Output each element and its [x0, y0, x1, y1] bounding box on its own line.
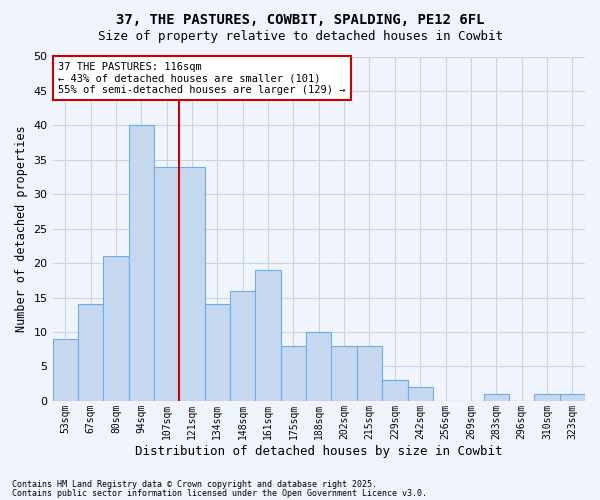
Bar [382, 380, 407, 401]
Y-axis label: Number of detached properties: Number of detached properties [15, 126, 28, 332]
Bar [281, 346, 306, 401]
Bar [560, 394, 585, 401]
Bar [357, 346, 382, 401]
Text: Contains HM Land Registry data © Crown copyright and database right 2025.: Contains HM Land Registry data © Crown c… [12, 480, 377, 489]
Text: Contains public sector information licensed under the Open Government Licence v3: Contains public sector information licen… [12, 488, 427, 498]
Bar [230, 290, 256, 401]
Bar [53, 339, 78, 401]
Bar [179, 166, 205, 401]
Bar [256, 270, 281, 401]
Bar [407, 387, 433, 401]
X-axis label: Distribution of detached houses by size in Cowbit: Distribution of detached houses by size … [135, 444, 503, 458]
Text: Size of property relative to detached houses in Cowbit: Size of property relative to detached ho… [97, 30, 503, 43]
Bar [331, 346, 357, 401]
Bar [128, 126, 154, 401]
Bar [103, 256, 128, 401]
Bar [154, 166, 179, 401]
Text: 37 THE PASTURES: 116sqm
← 43% of detached houses are smaller (101)
55% of semi-d: 37 THE PASTURES: 116sqm ← 43% of detache… [58, 62, 346, 95]
Bar [534, 394, 560, 401]
Bar [205, 304, 230, 401]
Bar [78, 304, 103, 401]
Bar [484, 394, 509, 401]
Bar [306, 332, 331, 401]
Text: 37, THE PASTURES, COWBIT, SPALDING, PE12 6FL: 37, THE PASTURES, COWBIT, SPALDING, PE12… [116, 12, 484, 26]
